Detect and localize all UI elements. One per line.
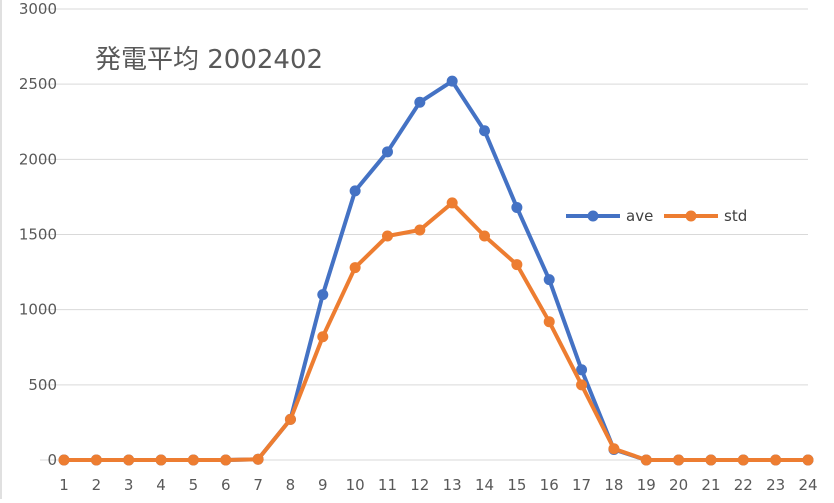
legend-swatch-marker [685,210,697,222]
x-tick-label: 15 [507,476,526,494]
data-point-ave [479,125,491,137]
x-tick-label: 13 [443,476,462,494]
legend-label: std [724,207,747,225]
x-tick-label: 14 [475,476,494,494]
x-tick-label: 11 [378,476,397,494]
data-point-std [90,454,102,466]
data-point-std [155,454,167,466]
data-point-std [446,197,458,209]
data-point-std [381,230,393,242]
gridlines [40,8,808,461]
x-tick-label: 18 [604,476,623,494]
y-tick-label: 1500 [19,226,57,244]
legend-item-std: std [664,207,747,225]
data-point-std [705,454,717,466]
data-point-std [58,454,70,466]
data-point-std [608,443,620,455]
x-tick-label: 23 [766,476,785,494]
data-point-ave [511,201,523,213]
series-ave [58,75,814,466]
x-tick-label: 8 [286,476,296,494]
x-tick-labels: 1 2 3 4 5 6 7 8 9 10 11 12 13 14 15 16 17 18 19 20 21 22 23 24 [59,476,817,494]
x-tick-label: 7 [253,476,263,494]
data-point-std [737,454,749,466]
x-tick-label: 21 [701,476,720,494]
y-tick-label: 2500 [19,75,57,93]
data-point-ave [317,289,329,301]
data-point-std [187,454,199,466]
x-tick-label: 3 [124,476,134,494]
x-tick-label: 12 [410,476,429,494]
data-point-std [640,454,652,466]
data-point-ave [414,96,426,108]
chart-title: 発電平均 2002402 [95,45,323,75]
data-point-std [284,413,296,425]
data-point-std [511,259,523,271]
y-tick-label: 1000 [19,301,57,319]
x-tick-label: 16 [540,476,559,494]
x-tick-label: 10 [346,476,365,494]
data-point-ave [576,364,588,376]
data-point-std [414,224,426,236]
x-tick-label: 2 [92,476,102,494]
data-point-std [802,454,814,466]
x-tick-label: 20 [669,476,688,494]
y-tick-labels: 0 500 1000 1500 2000 2500 3000 [19,0,57,469]
legend-swatch-marker [587,210,599,222]
x-tick-label: 17 [572,476,591,494]
y-tick-label: 0 [47,451,57,469]
x-tick-label: 6 [221,476,231,494]
series-std [58,197,814,466]
series-line-std [62,200,810,462]
data-point-std [252,453,264,465]
x-tick-label: 24 [798,476,817,494]
data-point-ave [446,75,458,87]
data-point-ave [349,185,361,197]
data-point-std [123,454,135,466]
x-tick-label: 5 [189,476,199,494]
y-tick-label: 2000 [19,150,57,168]
y-tick-label: 500 [28,376,57,394]
x-tick-label: 19 [637,476,656,494]
data-point-std [317,331,329,343]
legend-label: ave [626,207,653,225]
data-point-std [673,454,685,466]
x-tick-label: 9 [318,476,328,494]
data-point-std [220,454,232,466]
series-line-ave [62,79,810,462]
data-point-ave [381,146,393,158]
data-point-std [770,454,782,466]
data-point-std [349,262,361,274]
x-tick-label: 22 [734,476,753,494]
legend-item-ave: ave [566,207,653,225]
legend: ave std [566,207,747,225]
x-tick-label: 4 [156,476,166,494]
y-tick-label: 3000 [19,0,57,18]
data-point-std [576,379,588,391]
data-point-std [479,230,491,242]
series [58,75,814,466]
data-point-ave [543,274,555,286]
data-point-std [543,316,555,328]
x-tick-label: 1 [59,476,69,494]
